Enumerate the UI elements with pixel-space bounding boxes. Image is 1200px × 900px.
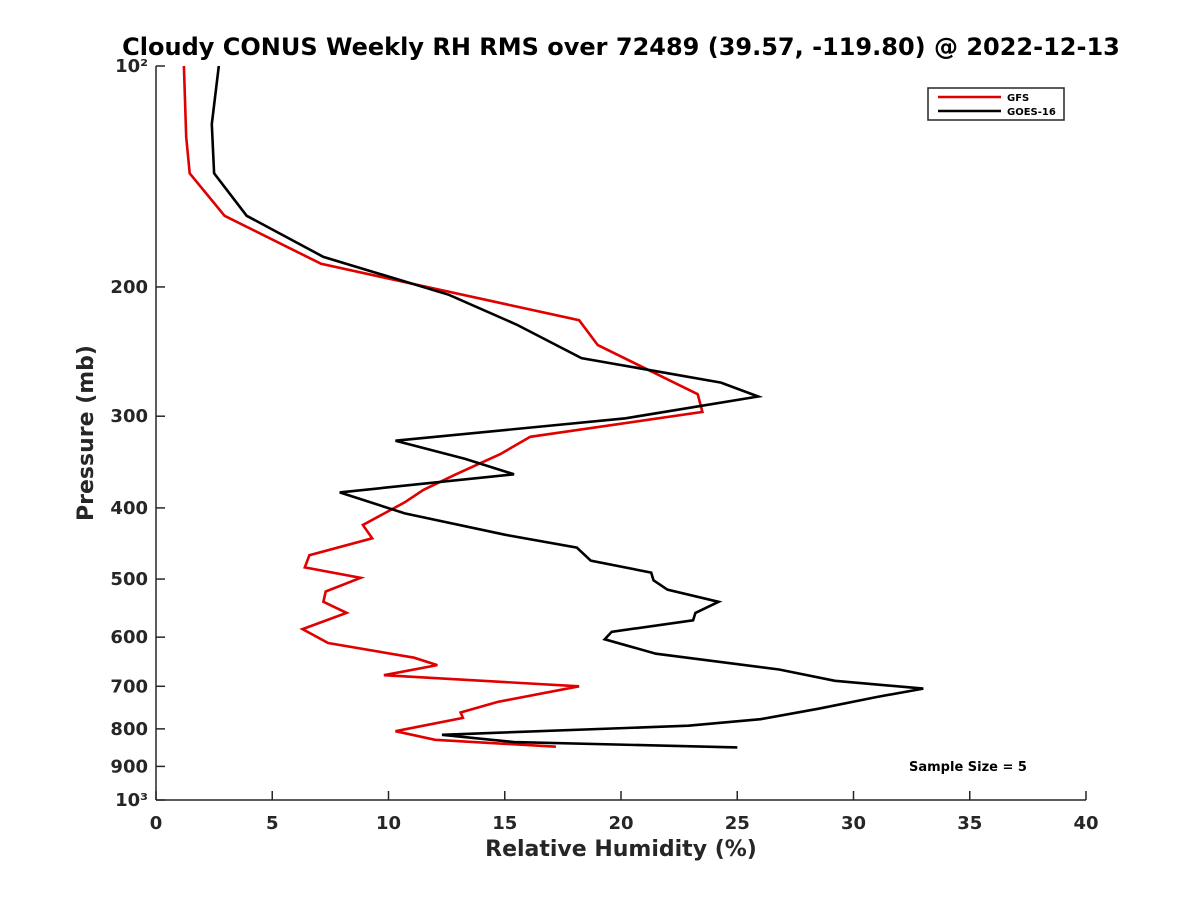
x-tick-label: 25	[725, 813, 750, 834]
legend-box	[927, 87, 1065, 121]
y-tick-label: 700	[110, 676, 148, 697]
y-tick-label: 200	[110, 277, 148, 298]
y-tick-label: 800	[110, 719, 148, 740]
chart-title: Cloudy CONUS Weekly RH RMS over 72489 (3…	[122, 33, 1120, 61]
legend-label: GFS	[1007, 93, 1029, 104]
series-line-gfs	[182, 65, 705, 748]
x-tick-label: 5	[266, 813, 279, 834]
x-tick-label: 40	[1073, 813, 1098, 834]
x-tick-label: 0	[150, 813, 163, 834]
legend-label: GOES-16	[1007, 107, 1056, 118]
x-tick-label: 10	[376, 813, 401, 834]
y-axis-label: Pressure (mb)	[74, 345, 99, 521]
y-tick-label: 500	[110, 569, 148, 590]
legend-items: GFS GOES-16	[938, 93, 1056, 118]
y-axis-ticks: 10² 200 300 400 500 600 700 800 900 10³	[110, 56, 165, 811]
x-tick-label: 35	[957, 813, 982, 834]
y-tick-label: 10²	[115, 56, 148, 77]
legend: GFS GOES-16	[927, 87, 1065, 121]
y-tick-label: 900	[110, 756, 148, 777]
series-group	[182, 65, 924, 749]
series-line-goes-16	[210, 65, 924, 749]
x-tick-label: 30	[841, 813, 866, 834]
plot-background	[156, 66, 1086, 800]
x-tick-label: 20	[608, 813, 633, 834]
sample-size-annotation: Sample Size = 5	[909, 760, 1027, 775]
plot-area	[155, 65, 1086, 801]
y-tick-label: 10³	[115, 790, 148, 811]
y-tick-label: 400	[110, 498, 148, 519]
y-tick-label: 600	[110, 627, 148, 648]
y-tick-label: 300	[110, 406, 148, 427]
x-tick-label: 15	[492, 813, 517, 834]
x-axis-label: Relative Humidity (%)	[485, 837, 757, 862]
x-axis-ticks: 0 5 10 15 20 25 30 35 40	[150, 791, 1099, 834]
